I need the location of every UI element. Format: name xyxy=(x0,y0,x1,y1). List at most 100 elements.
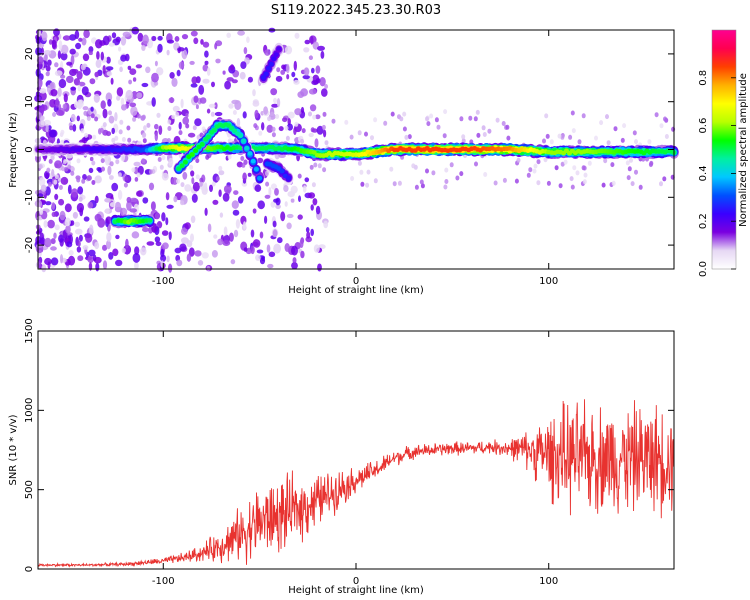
spectrogram-noise-cell xyxy=(444,167,449,173)
spectrogram-noise-cell xyxy=(461,134,466,140)
spectrogram-noise-cell xyxy=(603,158,608,164)
spectrogram-noise-cell xyxy=(323,129,327,138)
spectrogram-noise-cell xyxy=(449,162,454,168)
spectrogram-noise-cell xyxy=(67,184,72,195)
spectrogram-noise-cell xyxy=(201,126,206,132)
spectrogram-noise-cell xyxy=(294,32,300,39)
spectrogram-noise-cell xyxy=(366,169,371,175)
spectrogram-noise-cell xyxy=(82,174,87,180)
spectrogram-noise-cell xyxy=(461,138,466,144)
spectrogram-noise-cell xyxy=(51,211,57,217)
spectrogram-noise-cell xyxy=(267,116,272,122)
colorbar-tick-label: 0.2 xyxy=(698,213,709,229)
spectrogram-noise-cell xyxy=(436,124,441,130)
spectrogram-noise-cell xyxy=(141,158,146,164)
spectrogram-noise-cell xyxy=(51,202,56,210)
spectrogram-noise-cell xyxy=(162,242,169,250)
spectrogram-noise-cell xyxy=(174,36,180,42)
spectrogram-noise-cell xyxy=(310,127,315,133)
spectrogram-noise-cell xyxy=(198,181,203,187)
spectrogram-noise-cell xyxy=(270,111,275,117)
spectrogram-noise-cell xyxy=(291,262,298,270)
spectrogram-noise-cell xyxy=(87,255,94,263)
spectrogram-noise-cell xyxy=(141,82,149,88)
spectrogram-noise-cell xyxy=(134,246,140,256)
spectrogram-ridge-cell xyxy=(266,65,272,71)
spectrogram-noise-cell xyxy=(312,114,317,120)
spectrogram-noise-cell xyxy=(123,182,128,188)
spectrogram-noise-cell xyxy=(231,200,239,209)
spectrogram-noise-cell xyxy=(208,103,216,108)
spectrogram-noise-cell xyxy=(313,244,320,253)
spectrogram-noise-cell xyxy=(78,234,83,242)
spectrogram-ridge-cell xyxy=(179,163,185,168)
spectrogram-noise-cell xyxy=(176,259,183,267)
spectrogram-noise-cell xyxy=(213,234,218,239)
spectrogram-noise-cell xyxy=(267,263,274,269)
spectrogram-noise-cell xyxy=(210,111,215,117)
spectrogram-noise-cell xyxy=(252,100,260,107)
spectrogram-noise-cell xyxy=(154,236,161,243)
spectrogram-noise-cell xyxy=(242,111,247,119)
spectrogram-noise-cell xyxy=(247,172,252,177)
spectrogram-noise-cell xyxy=(83,216,90,222)
spectrogram-noise-cell xyxy=(58,78,67,89)
spectrogram-noise-cell xyxy=(235,219,240,229)
spectrogram-noise-cell xyxy=(131,231,140,239)
spectrogram-noise-cell xyxy=(275,197,281,206)
spectrogram-noise-cell xyxy=(161,230,169,236)
spectrogram-noise-cell xyxy=(271,132,276,138)
spectrogram-noise-cell xyxy=(50,89,58,97)
spectrogram-noise-cell xyxy=(459,171,464,177)
spectrogram-noise-cell xyxy=(557,133,562,139)
spectrogram-noise-cell xyxy=(284,243,290,252)
spectrogram-ridge-cell xyxy=(199,141,205,147)
spectrogram-noise-cell xyxy=(81,86,89,96)
spectrogram-ridge-cell xyxy=(147,218,153,223)
spectrogram-noise-cell xyxy=(102,260,108,270)
spectrogram-noise-cell xyxy=(455,175,460,181)
spectrogram-noise-cell xyxy=(514,178,519,184)
spectrogram-noise-cell xyxy=(186,253,192,262)
spectrogram-ridge-cell xyxy=(196,144,202,150)
spectrogram-noise-cell xyxy=(397,180,402,186)
spectrogram-noise-cell xyxy=(254,109,259,119)
spectrogram-noise-cell xyxy=(411,163,416,169)
spectrogram-noise-cell xyxy=(96,51,100,60)
spectrogram-noise-cell xyxy=(257,200,266,210)
spectrogram-noise-cell xyxy=(142,34,149,45)
spectrogram-noise-cell xyxy=(68,250,74,256)
spectrogram-noise-cell xyxy=(64,166,69,172)
spectrogram-noise-cell xyxy=(572,165,577,171)
spectrogram-noise-cell xyxy=(128,79,133,85)
spectrogram-noise-cell xyxy=(82,245,89,250)
spectrogram-noise-cell xyxy=(222,70,226,75)
spectrogram-noise-cell xyxy=(60,44,69,54)
spectrogram-noise-cell xyxy=(150,201,156,211)
spectrogram-noise-cell xyxy=(67,255,76,266)
spectrogram-noise-cell xyxy=(280,69,286,75)
spectrogram-noise-cell xyxy=(214,111,223,117)
spectrogram-noise-cell xyxy=(526,172,531,178)
spectrogram-noise-cell xyxy=(65,225,71,234)
spectrogram-noise-cell xyxy=(84,132,89,138)
snr-xlabel: Height of straight line (km) xyxy=(288,585,424,596)
spectrogram-noise-cell xyxy=(501,121,506,126)
spectrogram-noise-cell xyxy=(104,197,112,203)
spectrogram-noise-cell xyxy=(389,166,394,172)
spectrogram-noise-cell xyxy=(199,97,207,104)
spectrogram-xtick-label: 100 xyxy=(539,276,558,287)
spectrogram-noise-cell xyxy=(127,137,132,143)
spectrogram-noise-cell xyxy=(121,247,126,254)
spectrogram-noise-cell xyxy=(620,137,625,143)
spectrogram-noise-cell xyxy=(40,120,45,126)
spectrogram-noise-cell xyxy=(58,234,64,243)
spectrogram-noise-cell xyxy=(308,132,314,138)
spectrogram-noise-cell xyxy=(111,182,119,192)
spectrogram-noise-cell xyxy=(324,140,329,146)
spectrogram-noise-cell xyxy=(116,95,121,101)
spectrogram-noise-cell xyxy=(178,121,182,130)
spectrogram-noise-cell xyxy=(90,113,95,119)
spectrogram-noise-cell xyxy=(204,50,209,58)
